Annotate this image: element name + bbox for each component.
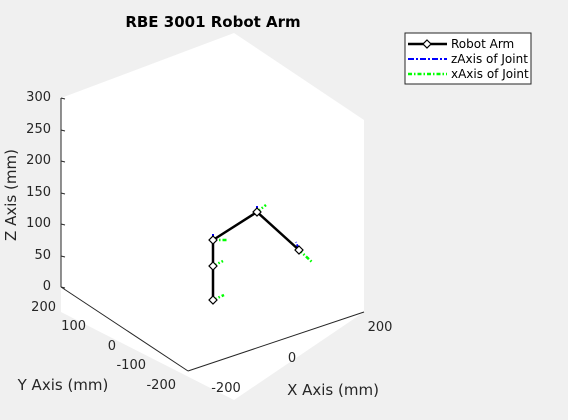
legend-label: Robot Arm [451, 37, 514, 51]
y-tick-label: -100 [116, 358, 146, 373]
legend[interactable]: Robot Arm zAxis of Joint xAxis of Joint [404, 32, 532, 85]
z-tick-label: 150 [26, 185, 51, 200]
legend-label: xAxis of Joint [451, 67, 529, 81]
legend-item-robot-arm: Robot Arm [408, 37, 514, 51]
joint-marker [252, 207, 262, 217]
chart-title: RBE 3001 Robot Arm [125, 13, 300, 31]
y-axis-label: Y Axis (mm) [17, 376, 109, 394]
z-tick-label: 250 [26, 122, 51, 137]
z-tick-label: 300 [26, 90, 51, 105]
x-tick-label: -200 [211, 381, 241, 396]
legend-marker-diamond [422, 39, 432, 49]
z-tick-label: 0 [43, 279, 51, 294]
z-ticks [60, 97, 66, 289]
x-tick-label: 200 [368, 320, 393, 335]
joint-marker [208, 261, 218, 271]
z-axis-label: Z Axis (mm) [2, 149, 20, 241]
z-tick-label: 50 [34, 248, 51, 263]
plot-box-face [61, 33, 364, 400]
joint-marker [294, 245, 304, 255]
z-tick-label: 100 [26, 216, 51, 231]
legend-item-zaxis: zAxis of Joint [408, 52, 528, 66]
x-tick-label: 0 [288, 351, 296, 366]
z-tick-label: 200 [26, 153, 51, 168]
y-tick-label: -200 [146, 378, 176, 393]
legend-item-xaxis: xAxis of Joint [408, 67, 529, 81]
y-tick-label: 0 [108, 339, 116, 354]
joint-markers [208, 207, 304, 305]
joint-marker [208, 235, 218, 245]
x-axis-label: X Axis (mm) [287, 381, 379, 399]
y-tick-label: 200 [31, 300, 56, 315]
y-axis-line [60, 286, 189, 372]
joint-marker [208, 295, 218, 305]
x-axis-line [187, 311, 365, 372]
legend-label: zAxis of Joint [451, 52, 528, 66]
y-tick-label: 100 [61, 319, 86, 334]
